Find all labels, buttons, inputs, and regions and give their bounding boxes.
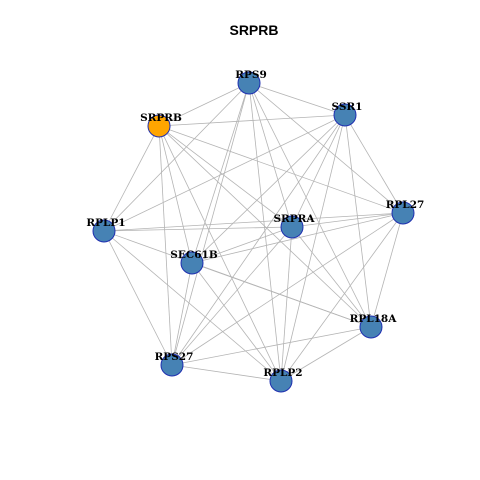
node-label-srpra: SRPRA bbox=[273, 213, 315, 225]
label-layer: RPS9 SRPRB SSR1 RPL27 RPLP1 SRPRA SEC61B RPL18A… bbox=[86, 69, 424, 379]
edge-srpra-rplp2 bbox=[280, 226, 293, 382]
edge-rpl27-rplp2 bbox=[280, 212, 404, 382]
node-label-rps9: RPS9 bbox=[235, 69, 267, 81]
edge-srprb-rpl18a bbox=[158, 125, 372, 328]
node-label-sec61b: SEC61B bbox=[170, 249, 218, 261]
edge-srpra-rps27 bbox=[171, 226, 293, 366]
node-label-rplp1: RPLP1 bbox=[86, 217, 125, 229]
node-ssr1 bbox=[333, 103, 357, 127]
edge-rplp1-srpra bbox=[103, 226, 293, 232]
edge-sec61b-rpl18a bbox=[191, 262, 372, 328]
edge-rpl27-srpra bbox=[291, 212, 404, 228]
node-rpl27 bbox=[391, 201, 415, 225]
edge-srprb-rplp1 bbox=[103, 125, 160, 232]
edge-rps9-rpl27 bbox=[248, 82, 404, 214]
node-label-rpl27: RPL27 bbox=[386, 199, 425, 211]
node-label-ssr1: SSR1 bbox=[332, 101, 363, 113]
edge-srprb-rpl27 bbox=[158, 125, 404, 214]
edge-srprb-rps27 bbox=[158, 125, 173, 366]
edge-rplp1-rps27 bbox=[103, 230, 173, 366]
node-rps27 bbox=[160, 353, 184, 377]
edge-sec61b-rps27 bbox=[171, 262, 193, 366]
edge-rpl18a-rplp2 bbox=[280, 326, 372, 382]
node-label-rpl18a: RPL18A bbox=[350, 313, 398, 325]
edge-rps9-rplp2 bbox=[248, 82, 282, 382]
edge-srprb-sec61b bbox=[158, 125, 193, 264]
edge-ssr1-rplp1 bbox=[103, 114, 346, 232]
edge-rps9-rps27 bbox=[171, 82, 250, 366]
node-rplp1 bbox=[92, 219, 116, 243]
edge-ssr1-rpl18a bbox=[344, 114, 372, 328]
edge-rps9-srprb bbox=[158, 82, 250, 127]
edge-srpra-rpl18a bbox=[291, 226, 372, 328]
graph-title: SRPRB bbox=[229, 22, 278, 38]
node-label-rplp2: RPLP2 bbox=[263, 367, 302, 379]
edge-srprb-srpra bbox=[158, 125, 293, 228]
edge-ssr1-sec61b bbox=[191, 114, 346, 264]
edge-ssr1-srpra bbox=[291, 114, 346, 228]
edge-srpra-sec61b bbox=[191, 226, 293, 264]
node-srprb bbox=[147, 114, 171, 138]
node-srpra bbox=[280, 215, 304, 239]
edge-srprb-ssr1 bbox=[158, 114, 346, 127]
edge-sec61b-rplp2 bbox=[191, 262, 282, 382]
edge-rps9-rpl18a bbox=[248, 82, 372, 328]
edge-rpl27-rpl18a bbox=[370, 212, 404, 328]
node-label-srprb: SRPRB bbox=[140, 112, 182, 124]
edge-layer bbox=[103, 82, 404, 382]
edge-rpl27-sec61b bbox=[191, 212, 404, 264]
edge-ssr1-rplp2 bbox=[280, 114, 346, 382]
edge-ssr1-rpl27 bbox=[344, 114, 404, 214]
edge-rpl18a-rps27 bbox=[171, 326, 372, 366]
edge-rps27-rplp2 bbox=[171, 364, 282, 382]
edge-rpl27-rplp1 bbox=[103, 212, 404, 232]
node-sec61b bbox=[180, 251, 204, 275]
edge-srprb-rplp2 bbox=[158, 125, 282, 382]
node-rpl18a bbox=[359, 315, 383, 339]
node-layer bbox=[92, 71, 415, 393]
node-rps9 bbox=[237, 71, 261, 95]
edge-rplp1-rplp2 bbox=[103, 230, 282, 382]
edge-ssr1-rps27 bbox=[171, 114, 346, 366]
edge-rps9-srpra bbox=[248, 82, 293, 228]
edge-rps9-rplp1 bbox=[103, 82, 250, 232]
edge-rps9-ssr1 bbox=[248, 82, 346, 116]
node-rplp2 bbox=[269, 369, 293, 393]
node-label-rps27: RPS27 bbox=[155, 351, 194, 363]
